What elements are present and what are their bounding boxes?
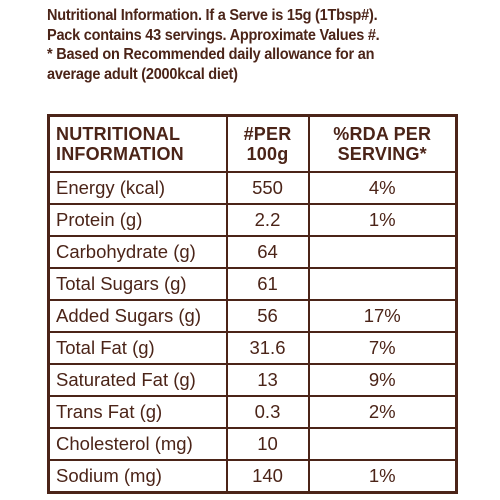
- nutrient-name: Added Sugars (g): [47, 299, 228, 333]
- rda-value: [307, 267, 458, 301]
- rda-value: [307, 235, 458, 269]
- header-line: INFORMATION: [56, 144, 184, 164]
- table-row: Protein (g) 2.2 1%: [47, 203, 458, 237]
- intro-line: Pack contains 43 servings. Approximate V…: [47, 26, 380, 44]
- nutrient-name: Total Fat (g): [47, 331, 228, 365]
- rda-value: 7%: [307, 331, 458, 365]
- rda-value: 1%: [307, 203, 458, 237]
- header-line: SERVING*: [337, 144, 427, 164]
- table-row: Saturated Fat (g) 13 9%: [47, 363, 458, 397]
- rda-value: 1%: [307, 459, 458, 494]
- table-row: Trans Fat (g) 0.3 2%: [47, 395, 458, 429]
- nutrition-label: Nutritional Information. If a Serve is 1…: [47, 6, 458, 494]
- table-row: Energy (kcal) 550 4%: [47, 171, 458, 205]
- per-100g-value: 140: [225, 459, 310, 494]
- per-100g-value: 10: [225, 427, 310, 461]
- nutrient-name: Energy (kcal): [47, 171, 228, 205]
- nutrient-name: Protein (g): [47, 203, 228, 237]
- nutrient-name: Cholesterol (mg): [47, 427, 228, 461]
- per-100g-value: 13: [225, 363, 310, 397]
- rda-value: 2%: [307, 395, 458, 429]
- per-100g-value: 0.3: [225, 395, 310, 429]
- table-row: Cholesterol (mg) 10: [47, 427, 458, 461]
- nutrient-name: Trans Fat (g): [47, 395, 228, 429]
- rda-value: 9%: [307, 363, 458, 397]
- header-nutritional-information: NUTRITIONAL INFORMATION: [47, 114, 228, 173]
- table-row: Sodium (mg) 140 1%: [47, 459, 458, 494]
- table-row: Total Sugars (g) 61: [47, 267, 458, 301]
- per-100g-value: 31.6: [225, 331, 310, 365]
- rda-value: 17%: [307, 299, 458, 333]
- table-row: Carbohydrate (g) 64: [47, 235, 458, 269]
- per-100g-value: 550: [225, 171, 310, 205]
- nutrient-name: Total Sugars (g): [47, 267, 228, 301]
- header-rda-per-serving: %RDA PER SERVING*: [307, 114, 458, 173]
- nutrient-name: Sodium (mg): [47, 459, 228, 494]
- header-line: NUTRITIONAL: [56, 124, 181, 144]
- nutrition-intro: Nutritional Information. If a Serve is 1…: [47, 6, 426, 84]
- per-100g-value: 61: [225, 267, 310, 301]
- table-row: Total Fat (g) 31.6 7%: [47, 331, 458, 365]
- rda-value: 4%: [307, 171, 458, 205]
- rda-value: [307, 427, 458, 461]
- header-line: 100g: [246, 144, 289, 164]
- nutrient-name: Carbohydrate (g): [47, 235, 228, 269]
- header-per-100g: #PER 100g: [225, 114, 310, 173]
- header-line: #PER: [243, 124, 292, 144]
- intro-line: * Based on Recommended daily allowance f…: [47, 46, 375, 63]
- table-row: Added Sugars (g) 56 17%: [47, 299, 458, 333]
- nutrient-name: Saturated Fat (g): [47, 363, 228, 397]
- table-header-row: NUTRITIONAL INFORMATION #PER 100g %RDA P…: [47, 114, 458, 173]
- intro-line: Nutritional Information. If a Serve is 1…: [47, 7, 378, 24]
- header-line: %RDA PER: [333, 124, 432, 144]
- intro-line: average adult (2000kcal diet): [47, 65, 238, 83]
- per-100g-value: 2.2: [225, 203, 310, 237]
- nutrition-table: NUTRITIONAL INFORMATION #PER 100g %RDA P…: [47, 114, 458, 494]
- per-100g-value: 56: [225, 299, 310, 333]
- per-100g-value: 64: [225, 235, 310, 269]
